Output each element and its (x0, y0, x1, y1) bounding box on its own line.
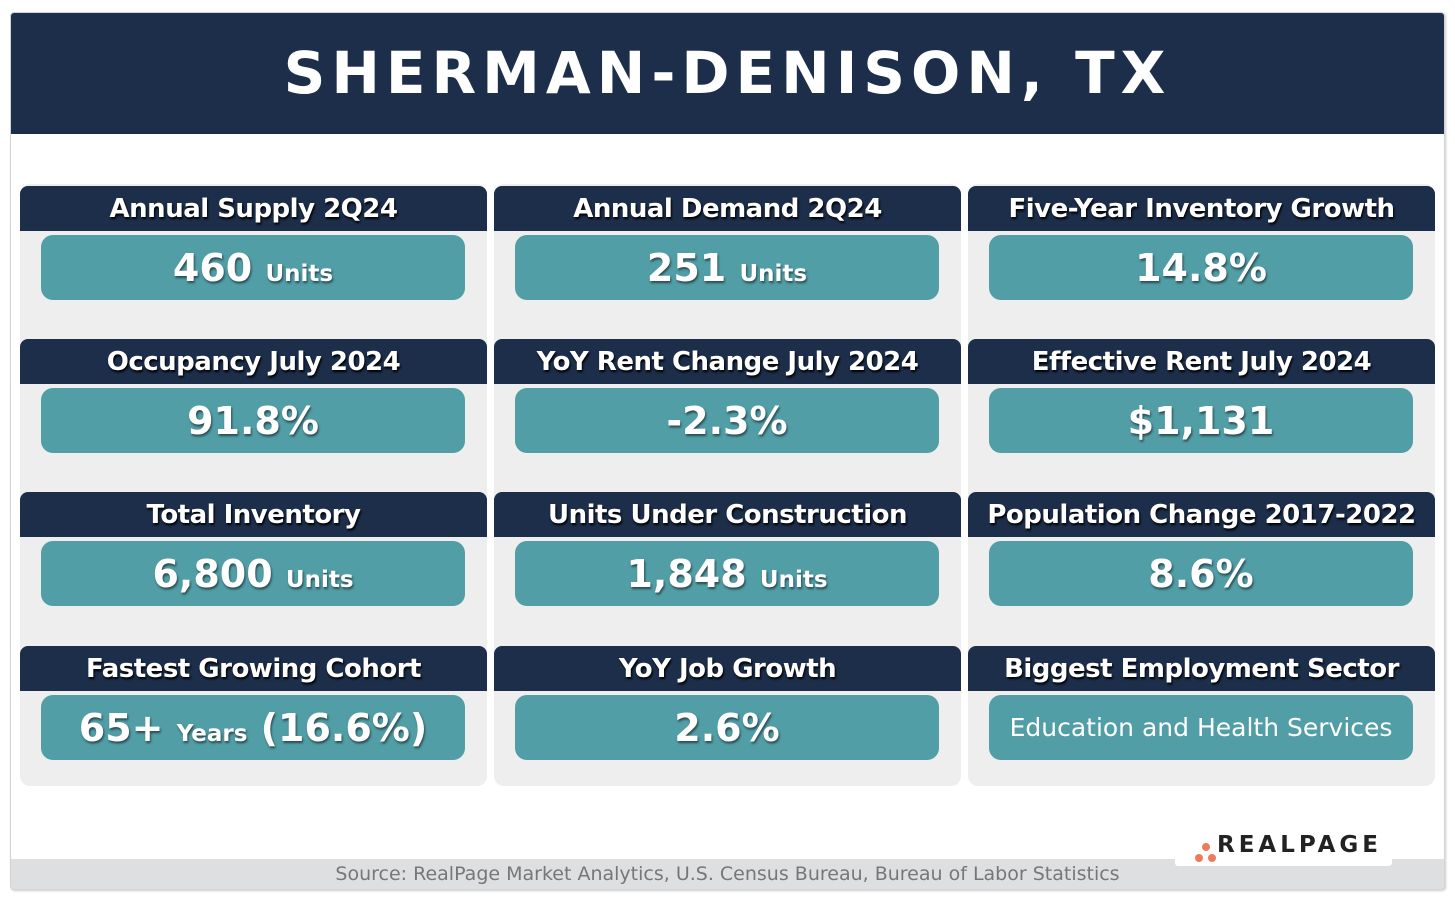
metric-value-pill: 6,800 Units (41, 541, 465, 606)
metric-value: -2.3% (666, 399, 788, 443)
metric-tile: Occupancy July 2024 91.8% (20, 339, 487, 453)
metric-value-pill: 2.6% (515, 695, 939, 760)
metric-value: 1,848 (626, 552, 747, 596)
infographic-card: SHERMAN-DENISON, TX Annual Supply 2Q24 46… (10, 12, 1445, 890)
metric-label: Fastest Growing Cohort (20, 646, 487, 691)
metric-value: 14.8% (1135, 246, 1267, 290)
metric-value-pill: Education and Health Services (989, 695, 1413, 760)
page-title: SHERMAN-DENISON, TX (11, 13, 1444, 134)
metric-label: Annual Demand 2Q24 (494, 186, 961, 231)
metric-value: 251 (646, 246, 727, 290)
metric-unit: Units (759, 567, 828, 593)
metric-tile: YoY Job Growth 2.6% (494, 646, 961, 760)
metric-value-pill: 460 Units (41, 235, 465, 300)
metric-tile: Fastest Growing Cohort 65+ Years (16.6%) (20, 646, 487, 760)
metric-label: Biggest Employment Sector (968, 646, 1435, 691)
metric-value: 91.8% (187, 399, 319, 443)
metric-label: Occupancy July 2024 (20, 339, 487, 384)
metric-label: Annual Supply 2Q24 (20, 186, 487, 231)
metric-label: Effective Rent July 2024 (968, 339, 1435, 384)
logo-text: REALPAGE (1217, 832, 1383, 858)
logo-dot-icon (1195, 854, 1203, 862)
metric-value-pill: $1,131 (989, 388, 1413, 453)
metric-value: 6,800 (152, 552, 273, 596)
metric-value: $1,131 (1127, 399, 1275, 443)
realpage-logo: REALPAGE (1175, 826, 1392, 866)
logo-dot-icon (1202, 843, 1210, 851)
metric-value-pill: 14.8% (989, 235, 1413, 300)
metric-label: Five-Year Inventory Growth (968, 186, 1435, 231)
metric-tile: Five-Year Inventory Growth 14.8% (968, 186, 1435, 300)
metric-value-pill: 1,848 Units (515, 541, 939, 606)
metric-value: 8.6% (1148, 552, 1254, 596)
metric-value-pill: 251 Units (515, 235, 939, 300)
metric-suffix: (16.6%) (260, 706, 428, 750)
metric-value: Education and Health Services (1009, 713, 1393, 742)
metric-unit: Units (739, 261, 808, 287)
metric-unit: Years (176, 721, 248, 747)
metric-column: Five-Year Inventory Growth 14.8% Effective… (968, 184, 1435, 786)
metric-label: YoY Job Growth (494, 646, 961, 691)
metric-label: Units Under Construction (494, 492, 961, 537)
metric-label: Total Inventory (20, 492, 487, 537)
metric-tile: Population Change 2017-2022 8.6% (968, 492, 1435, 606)
metric-tile: Annual Demand 2Q24 251 Units (494, 186, 961, 300)
metric-value-pill: 8.6% (989, 541, 1413, 606)
metric-column: Annual Demand 2Q24 251 Units YoY Rent Chan… (494, 184, 961, 786)
metric-tile: Units Under Construction 1,848 Units (494, 492, 961, 606)
logo-dot-icon (1208, 854, 1216, 862)
metric-tile: Total Inventory 6,800 Units (20, 492, 487, 606)
metric-tile: YoY Rent Change July 2024 -2.3% (494, 339, 961, 453)
metric-tile: Biggest Employment Sector Education and H… (968, 646, 1435, 760)
metric-column: Annual Supply 2Q24 460 Units Occupancy Jul… (20, 184, 487, 786)
metric-tile: Effective Rent July 2024 $1,131 (968, 339, 1435, 453)
metric-unit: Units (265, 261, 334, 287)
metric-value: 460 (172, 246, 253, 290)
metric-value: 2.6% (674, 706, 780, 750)
metric-value: 65+ (78, 706, 164, 750)
metric-value-pill: 91.8% (41, 388, 465, 453)
metric-unit: Units (285, 567, 354, 593)
metric-value-pill: 65+ Years (16.6%) (41, 695, 465, 760)
metric-tile: Annual Supply 2Q24 460 Units (20, 186, 487, 300)
metric-label: Population Change 2017-2022 (968, 492, 1435, 537)
metric-value-pill: -2.3% (515, 388, 939, 453)
metric-label: YoY Rent Change July 2024 (494, 339, 961, 384)
